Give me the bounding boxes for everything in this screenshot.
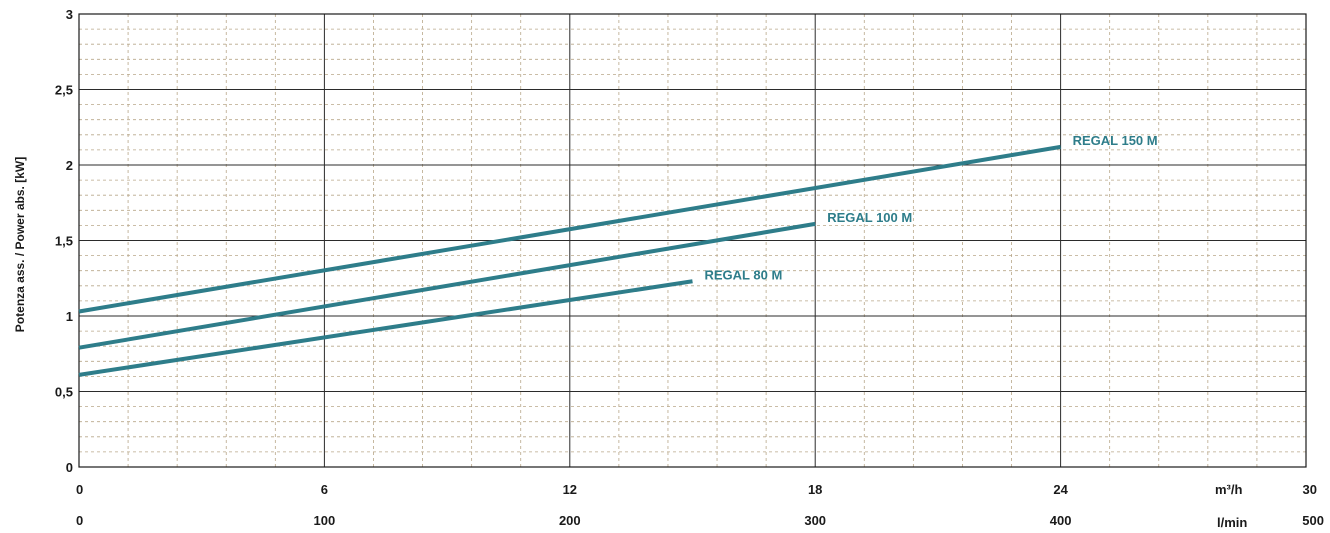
series-line-1	[78, 279, 693, 377]
x-unit-lmin: l/min	[1217, 515, 1247, 530]
x-tick-label-lmin: 400	[1050, 513, 1072, 528]
y-tick-label: 3	[66, 7, 73, 22]
x-tick-label-m3h: 18	[808, 482, 822, 497]
x-tick-label-lmin: 100	[314, 513, 336, 528]
x-tick-label-m3h: 0	[76, 482, 83, 497]
series-line-3	[78, 144, 1061, 314]
y-tick-labels: 0 0,5 1 1,5 2 2,5 3	[55, 7, 73, 475]
major-grid	[79, 14, 1306, 467]
y-tick-label: 1,5	[55, 234, 73, 249]
y-tick-label: 1	[66, 309, 73, 324]
y-tick-label: 0	[66, 460, 73, 475]
x-tick-label-lmin: 500	[1302, 513, 1324, 528]
x-tick-labels-m3h: 0 6 12 18 24 30	[76, 482, 1317, 497]
series-lines: REGAL 80 M REGAL 100 M REGAL 150 M	[78, 133, 1158, 377]
x-tick-label-m3h: 30	[1303, 482, 1317, 497]
x-tick-label-lmin: 0	[76, 513, 83, 528]
y-axis-label: Potenza ass. / Power abs. [kW]	[13, 157, 27, 332]
x-tick-label-lmin: 200	[559, 513, 581, 528]
x-tick-label-m3h: 24	[1053, 482, 1068, 497]
y-tick-label: 2,5	[55, 83, 73, 98]
y-tick-label: 0,5	[55, 385, 73, 400]
plot-frame	[78, 13, 1307, 468]
x-unit-m3h: m³/h	[1215, 482, 1243, 497]
x-tick-labels-lmin: 0 100 200 300 400 500	[76, 513, 1324, 528]
x-tick-label-m3h: 6	[321, 482, 328, 497]
y-tick-label: 2	[66, 158, 73, 173]
series-label-1: REGAL 80 M	[705, 267, 783, 282]
series-label-2: REGAL 100 M	[827, 210, 912, 225]
x-tick-label-m3h: 12	[563, 482, 577, 497]
series-line-2	[78, 221, 816, 350]
x-tick-label-lmin: 300	[804, 513, 826, 528]
series-label-3: REGAL 150 M	[1073, 133, 1158, 148]
